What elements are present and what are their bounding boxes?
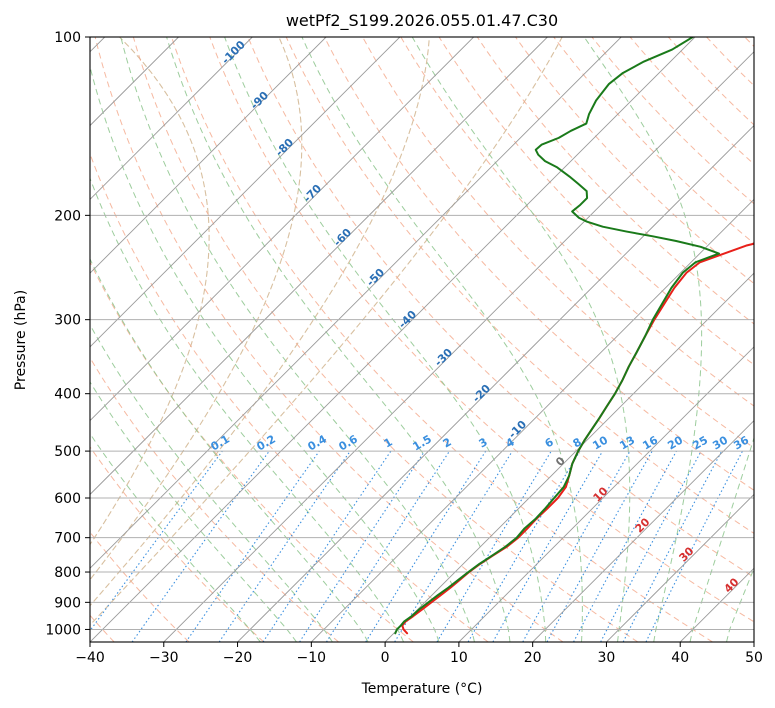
y-tick-label: 700 [54, 531, 81, 547]
mixing-ratio-line [90, 450, 223, 632]
isotherm-line [90, 37, 622, 569]
y-tick-label: 500 [54, 444, 81, 460]
x-tick-label: 40 [671, 650, 689, 666]
moist-adiabat-line [90, 177, 405, 642]
x-tick-label: −40 [75, 650, 105, 666]
moist-adiabat-line [90, 381, 297, 642]
chart-title: wetPf2_S199.2026.055.01.47.C30 [286, 11, 558, 31]
mixing-ratio-line [218, 450, 351, 642]
isotherm-line [532, 420, 754, 642]
isotherm-line [606, 493, 754, 642]
axes: −40 −30 −20 −10 0 10 20 30 40 50 100 200 300 400 500 60… [45, 30, 763, 666]
x-tick-label: 30 [598, 650, 616, 666]
theta-e-line [90, 37, 563, 626]
y-tick-label: 600 [54, 491, 81, 507]
isotherm-line [90, 37, 327, 274]
dry-adiabat-line [171, 37, 713, 642]
moist-adiabat-line [411, 37, 631, 642]
isotherm-line [90, 37, 253, 200]
moist-adiabat-line [301, 37, 583, 642]
isotherm-line [90, 37, 696, 642]
y-tick-label: 800 [54, 565, 81, 581]
isotherm-line [90, 37, 401, 348]
mixing-ratio-line [573, 450, 677, 642]
plot-frame [89, 36, 755, 643]
moist-adiabat-line [689, 436, 754, 642]
isotherm-line [384, 272, 754, 642]
dry-adiabat-line [476, 37, 754, 325]
x-tick-label: −20 [223, 650, 253, 666]
dry-adiabat-line [209, 37, 754, 623]
mixing-ratio-line [522, 450, 631, 642]
isotherm-line [753, 641, 754, 642]
y-tick-label: 200 [54, 208, 81, 224]
isotherm-line [163, 51, 754, 642]
x-tick-label: 20 [524, 650, 542, 666]
dry-adiabat-line [515, 37, 754, 285]
isotherm-line [90, 37, 474, 422]
y-tick-label: 900 [54, 595, 81, 611]
isotherm-line [311, 198, 754, 642]
moist-adiabat-line [726, 567, 754, 642]
data-series [394, 37, 754, 635]
x-tick-label: 50 [745, 650, 763, 666]
mixing-ratio-line [262, 450, 392, 642]
dry-adiabat-line [90, 446, 265, 642]
moist-adiabat-line [120, 37, 475, 642]
isotherm-line [458, 346, 754, 642]
plot-background [90, 37, 754, 642]
dry-adiabat-line [90, 356, 339, 642]
x-axis-label: Temperature (°C) [361, 681, 483, 697]
y-tick-label: 100 [54, 30, 81, 46]
y-tick-label: 1000 [45, 622, 81, 638]
dry-adiabat-line [94, 37, 564, 642]
dry-adiabat-line [438, 37, 754, 366]
moist-adiabat-line [90, 323, 333, 642]
y-tick-label: 400 [54, 387, 81, 403]
theta-e-line [90, 37, 210, 546]
moist-adiabat-line [224, 37, 547, 642]
mixing-ratio-line [325, 450, 450, 642]
dry-adiabat-line [285, 37, 754, 534]
x-tick-label: 10 [450, 650, 468, 666]
y-tick-label: 300 [54, 313, 81, 329]
mixing-ratio-line [394, 450, 513, 642]
mixing-ratio-line [645, 450, 743, 642]
mixing-ratio-line [185, 450, 320, 642]
theta-e-line [90, 37, 430, 607]
dewpoint-profile-line [394, 37, 720, 635]
mixing-ratio-line [299, 450, 426, 642]
y-axis-label: Pressure (hPa) [13, 290, 29, 390]
moist-adiabat-line [90, 257, 369, 642]
dry-adiabat-line [90, 260, 414, 642]
dry-adiabat-line [323, 37, 754, 491]
moist-adiabat-line [583, 37, 703, 642]
isotherm-line [90, 37, 548, 496]
moist-adiabat-line [90, 64, 440, 642]
mixing-ratio-line [546, 450, 653, 642]
x-tick-label: −30 [149, 650, 179, 666]
x-tick-label: −10 [297, 650, 327, 666]
dry-adiabat-line [132, 37, 639, 642]
isotherm-line [237, 124, 754, 642]
x-tick-label: 0 [381, 650, 390, 666]
mixing-ratio-line [131, 450, 270, 642]
grid-lines [90, 37, 754, 642]
moist-adiabat-line [90, 432, 261, 642]
dry-adiabat-line [247, 37, 754, 578]
